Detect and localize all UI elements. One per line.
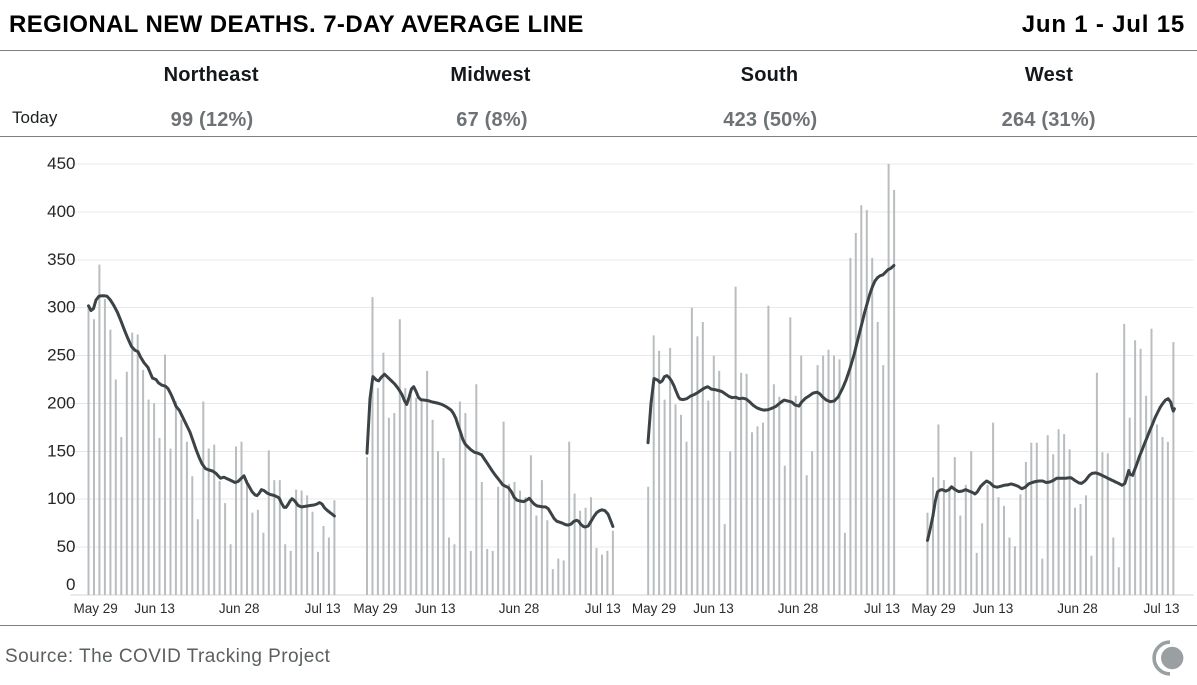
svg-text:350: 350 (47, 250, 75, 269)
svg-text:150: 150 (47, 441, 75, 460)
svg-text:Jun 13: Jun 13 (693, 601, 734, 616)
svg-text:Jun 13: Jun 13 (134, 601, 175, 616)
svg-text:Jun 13: Jun 13 (415, 601, 456, 616)
svg-text:100: 100 (47, 489, 75, 508)
svg-text:Jun 28: Jun 28 (219, 601, 260, 616)
svg-text:Jul 13: Jul 13 (1143, 601, 1179, 616)
svg-text:Jul 13: Jul 13 (585, 601, 621, 616)
svg-text:May 29: May 29 (74, 601, 118, 616)
svg-text:0: 0 (66, 575, 75, 594)
svg-text:Jun 28: Jun 28 (499, 601, 540, 616)
svg-text:May 29: May 29 (353, 601, 397, 616)
svg-text:May 29: May 29 (632, 601, 676, 616)
svg-text:Jul 13: Jul 13 (305, 601, 341, 616)
svg-text:Jun 13: Jun 13 (973, 601, 1014, 616)
svg-text:200: 200 (47, 393, 75, 412)
svg-text:Jul 13: Jul 13 (864, 601, 900, 616)
svg-text:Jun 28: Jun 28 (778, 601, 819, 616)
svg-text:Jun 28: Jun 28 (1057, 601, 1098, 616)
svg-text:450: 450 (47, 154, 75, 173)
svg-text:300: 300 (47, 298, 75, 317)
svg-text:May 29: May 29 (911, 601, 955, 616)
svg-text:400: 400 (47, 202, 75, 221)
svg-text:250: 250 (47, 346, 75, 365)
svg-text:50: 50 (57, 537, 76, 556)
